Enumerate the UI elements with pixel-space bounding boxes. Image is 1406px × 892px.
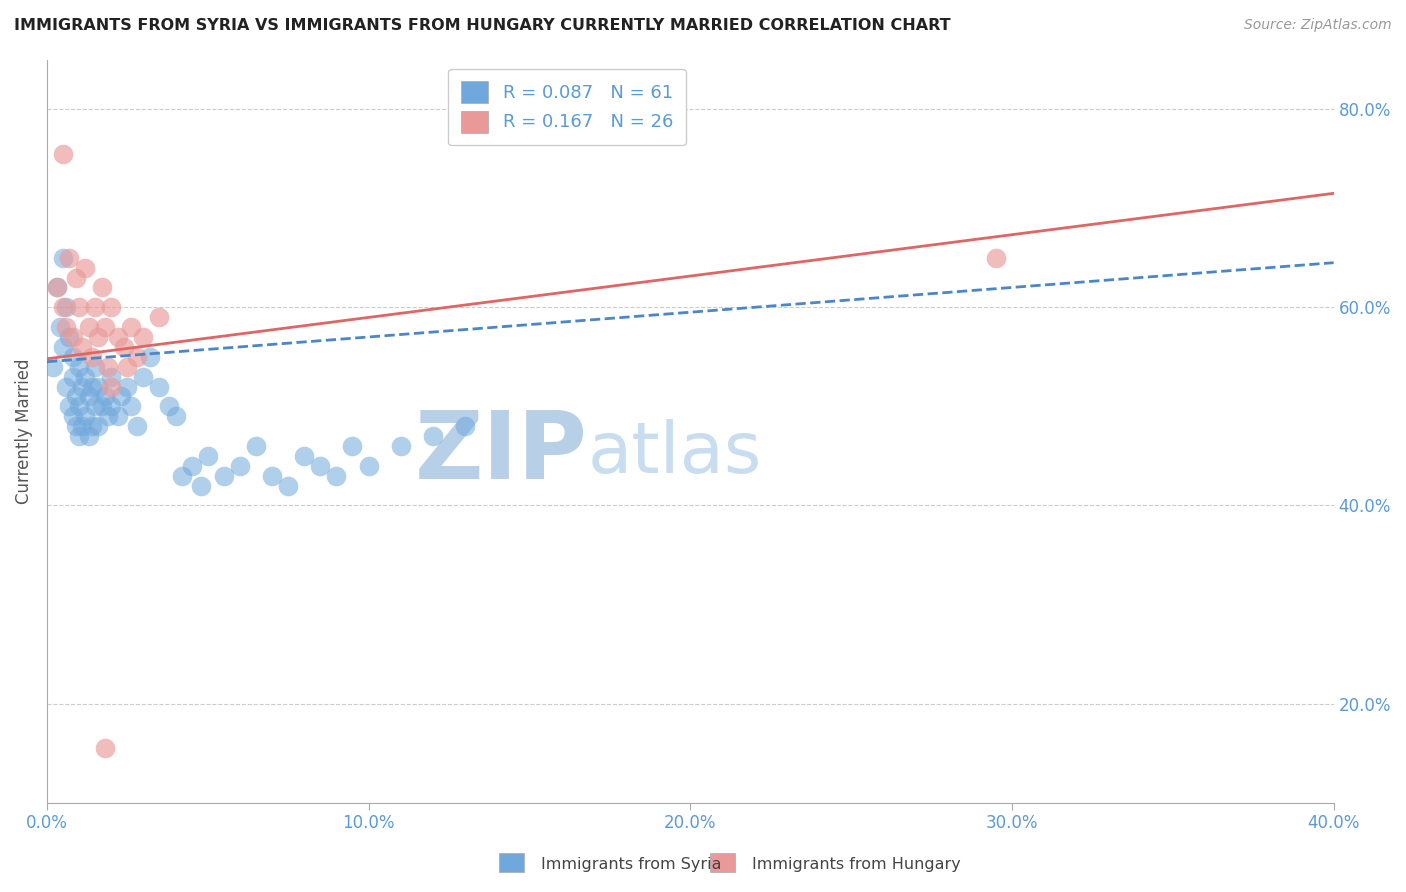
Point	[72, 419, 94, 434]
Point	[65, 419, 87, 434]
Point	[148, 379, 170, 393]
Point	[87, 379, 110, 393]
Point	[49, 320, 72, 334]
Y-axis label: Currently Married: Currently Married	[15, 359, 32, 504]
Point	[422, 429, 444, 443]
Point	[277, 478, 299, 492]
Point	[72, 340, 94, 354]
Point	[58, 330, 80, 344]
Point	[65, 270, 87, 285]
Point	[357, 458, 380, 473]
Point	[67, 300, 90, 314]
Point	[62, 330, 84, 344]
Point	[80, 350, 103, 364]
Point	[80, 419, 103, 434]
Point	[107, 409, 129, 424]
Point	[52, 146, 75, 161]
Point	[97, 409, 120, 424]
Point	[100, 369, 122, 384]
Point	[97, 359, 120, 374]
Point	[62, 350, 84, 364]
Point	[389, 439, 412, 453]
Point	[107, 330, 129, 344]
Point	[42, 359, 65, 374]
Point	[245, 439, 267, 453]
Point	[55, 300, 77, 314]
Point	[90, 400, 112, 414]
Point	[65, 389, 87, 403]
Point	[120, 400, 142, 414]
Point	[67, 400, 90, 414]
Point	[100, 300, 122, 314]
Point	[67, 359, 90, 374]
Point	[58, 251, 80, 265]
Point	[75, 409, 97, 424]
Point	[125, 350, 148, 364]
Point	[55, 320, 77, 334]
Point	[52, 300, 75, 314]
Point	[212, 468, 235, 483]
Point	[58, 400, 80, 414]
Point	[52, 251, 75, 265]
Point	[100, 379, 122, 393]
Point	[170, 468, 193, 483]
Point	[148, 310, 170, 325]
Text: ZIP: ZIP	[415, 408, 588, 500]
Point	[139, 350, 162, 364]
Text: Immigrants from Hungary: Immigrants from Hungary	[752, 857, 960, 872]
Point	[52, 340, 75, 354]
Point	[110, 389, 132, 403]
Text: IMMIGRANTS FROM SYRIA VS IMMIGRANTS FROM HUNGARY CURRENTLY MARRIED CORRELATION C: IMMIGRANTS FROM SYRIA VS IMMIGRANTS FROM…	[14, 18, 950, 33]
Point	[94, 741, 117, 756]
Point	[165, 409, 187, 424]
Point	[75, 260, 97, 275]
Text: Source: ZipAtlas.com: Source: ZipAtlas.com	[1244, 18, 1392, 32]
Point	[45, 280, 67, 294]
Point	[197, 449, 219, 463]
Point	[117, 379, 139, 393]
Text: Immigrants from Syria: Immigrants from Syria	[541, 857, 721, 872]
Point	[87, 330, 110, 344]
Point	[84, 300, 107, 314]
Point	[87, 419, 110, 434]
Legend: R = 0.087   N = 61, R = 0.167   N = 26: R = 0.087 N = 61, R = 0.167 N = 26	[449, 69, 686, 145]
Point	[77, 320, 100, 334]
Point	[72, 379, 94, 393]
Point	[112, 340, 135, 354]
Point	[309, 458, 332, 473]
Point	[55, 379, 77, 393]
Point	[125, 419, 148, 434]
Point	[292, 449, 315, 463]
Point	[132, 330, 155, 344]
Point	[80, 379, 103, 393]
Point	[180, 458, 202, 473]
Point	[132, 369, 155, 384]
Point	[84, 400, 107, 414]
Text: atlas: atlas	[588, 419, 762, 488]
Point	[120, 320, 142, 334]
Point	[157, 400, 180, 414]
Point	[100, 400, 122, 414]
Point	[75, 369, 97, 384]
Point	[77, 429, 100, 443]
Point	[342, 439, 364, 453]
Point	[454, 419, 477, 434]
Point	[262, 468, 284, 483]
Point	[190, 478, 212, 492]
Point	[325, 468, 347, 483]
Point	[229, 458, 252, 473]
Point	[45, 280, 67, 294]
Point	[67, 429, 90, 443]
Point	[984, 251, 1007, 265]
Point	[84, 359, 107, 374]
Point	[77, 389, 100, 403]
Point	[62, 369, 84, 384]
Point	[94, 389, 117, 403]
Point	[117, 359, 139, 374]
Point	[94, 320, 117, 334]
Point	[90, 280, 112, 294]
Point	[62, 409, 84, 424]
